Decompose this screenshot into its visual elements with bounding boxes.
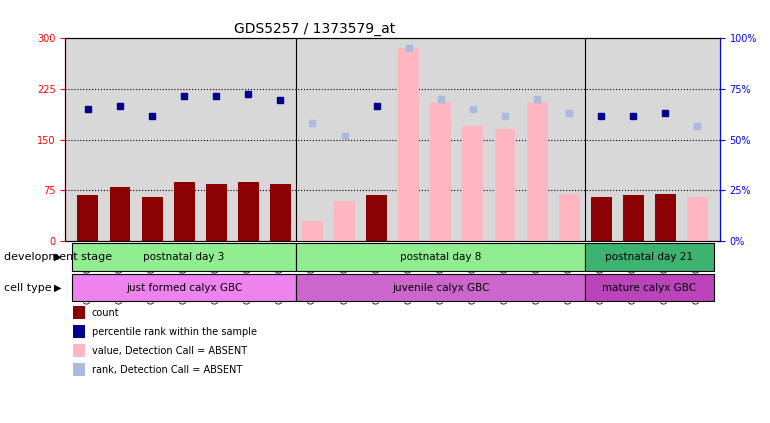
- Title: GDS5257 / 1373579_at: GDS5257 / 1373579_at: [233, 22, 395, 36]
- Bar: [142, 197, 162, 241]
- Text: value, Detection Call = ABSENT: value, Detection Call = ABSENT: [92, 346, 246, 356]
- Bar: [78, 195, 99, 241]
- Text: ▶: ▶: [54, 283, 62, 293]
- Bar: [109, 187, 130, 241]
- Text: ▶: ▶: [54, 252, 62, 262]
- Bar: [367, 195, 387, 241]
- Bar: [206, 184, 226, 241]
- FancyBboxPatch shape: [296, 274, 585, 302]
- Bar: [623, 195, 644, 241]
- FancyBboxPatch shape: [585, 274, 714, 302]
- Text: mature calyx GBC: mature calyx GBC: [602, 283, 696, 293]
- Text: count: count: [92, 308, 119, 318]
- Bar: [559, 194, 580, 241]
- Bar: [494, 129, 515, 241]
- Bar: [334, 201, 355, 241]
- Bar: [527, 102, 547, 241]
- FancyBboxPatch shape: [296, 243, 585, 271]
- Text: rank, Detection Call = ABSENT: rank, Detection Call = ABSENT: [92, 365, 242, 375]
- Bar: [270, 184, 291, 241]
- Text: cell type: cell type: [4, 283, 52, 293]
- Bar: [238, 181, 259, 241]
- Text: postnatal day 8: postnatal day 8: [400, 252, 481, 262]
- Text: postnatal day 3: postnatal day 3: [143, 252, 225, 262]
- Bar: [655, 194, 676, 241]
- FancyBboxPatch shape: [585, 243, 714, 271]
- FancyBboxPatch shape: [72, 243, 296, 271]
- Text: juvenile calyx GBC: juvenile calyx GBC: [392, 283, 490, 293]
- Bar: [463, 126, 484, 241]
- Bar: [398, 48, 419, 241]
- FancyBboxPatch shape: [72, 274, 296, 302]
- Bar: [591, 197, 611, 241]
- Text: postnatal day 21: postnatal day 21: [605, 252, 693, 262]
- Bar: [174, 181, 195, 241]
- Bar: [687, 197, 708, 241]
- Text: percentile rank within the sample: percentile rank within the sample: [92, 327, 256, 337]
- Bar: [430, 102, 451, 241]
- Text: development stage: development stage: [4, 252, 112, 262]
- Bar: [302, 221, 323, 241]
- Text: just formed calyx GBC: just formed calyx GBC: [126, 283, 243, 293]
